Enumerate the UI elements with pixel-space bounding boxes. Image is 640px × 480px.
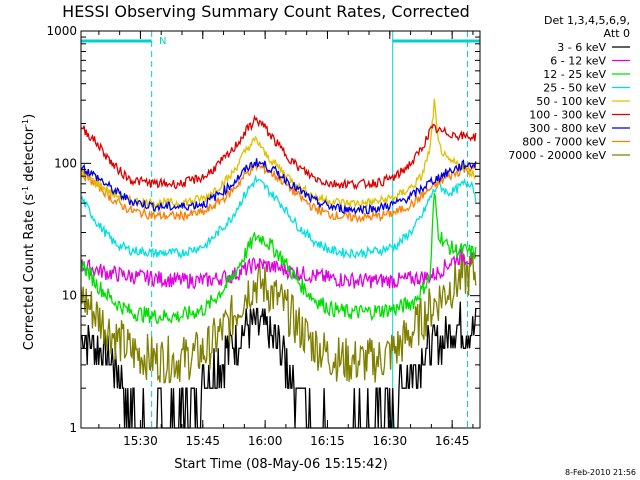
x-tick-label-15:30: 15:30 bbox=[123, 434, 158, 448]
chart-title: HESSI Observing Summary Count Rates, Cor… bbox=[62, 2, 470, 21]
legend-header-line1: Det 1,3,4,5,6,9, bbox=[544, 14, 630, 27]
night-label: N bbox=[159, 36, 166, 47]
y-axis-label-mid: detector bbox=[22, 126, 37, 186]
y-tick-label-1000: 1000 bbox=[46, 24, 77, 38]
x-tick-label-16:15: 16:15 bbox=[310, 434, 345, 448]
x-tick-label-16:45: 16:45 bbox=[435, 434, 470, 448]
series-line-6-12-kev bbox=[80, 246, 477, 290]
series-line-25-50-kev bbox=[80, 174, 477, 260]
annotations bbox=[81, 31, 480, 428]
series-line-12-25-kev bbox=[80, 192, 477, 324]
x-tick-labels: 15:30 15:45 16:00 16:15 16:30 16:45 bbox=[123, 434, 469, 448]
legend-header-line2: Att 0 bbox=[604, 27, 630, 40]
axis-ticks bbox=[81, 30, 480, 429]
series-line-7000-20000-kev bbox=[80, 253, 477, 384]
plot-area: N bbox=[80, 30, 481, 429]
legend-label-12-25-kev: 12 - 25 keV bbox=[543, 68, 606, 81]
y-tick-label-10: 10 bbox=[62, 289, 77, 303]
y-axis-label-sup1: -1 bbox=[21, 186, 30, 194]
legend-label-100-300-kev: 100 - 300 keV bbox=[529, 109, 606, 122]
plot-frame bbox=[80, 30, 481, 429]
x-axis-label: Start Time (08-May-06 15:15:42) bbox=[174, 457, 388, 472]
y-tick-labels: 1 10 100 1000 bbox=[46, 24, 77, 435]
y-tick-label-100: 100 bbox=[54, 156, 77, 170]
x-tick-label-15:45: 15:45 bbox=[185, 434, 220, 448]
legend-label-7000-20000-kev: 7000 - 20000 keV bbox=[508, 149, 606, 162]
series-line-100-300-kev bbox=[80, 114, 477, 191]
legend-label-6-12-kev: 6 - 12 keV bbox=[550, 55, 606, 68]
legend-label-50-100-kev: 50 - 100 keV bbox=[536, 95, 606, 108]
x-tick-label-16:30: 16:30 bbox=[373, 434, 408, 448]
legend-label-3-6-kev: 3 - 6 keV bbox=[557, 41, 606, 54]
y-axis-label: Corrected Count Rate (s-1 detector-1) bbox=[21, 114, 37, 350]
series-layer bbox=[80, 98, 477, 429]
legend-label-25-50-kev: 25 - 50 keV bbox=[543, 82, 606, 95]
y-axis-label-main: Corrected Count Rate (s bbox=[22, 194, 37, 351]
y-axis-label-sup2: -1 bbox=[21, 119, 30, 127]
x-tick-label-16:00: 16:00 bbox=[248, 434, 283, 448]
series-line-800-7000-kev bbox=[80, 162, 477, 224]
y-axis-label-end: ) bbox=[22, 114, 37, 119]
y-tick-label-1: 1 bbox=[69, 421, 77, 435]
timestamp: 8-Feb-2010 21:56 bbox=[565, 468, 636, 477]
legend-label-300-800-kev: 300 - 800 keV bbox=[529, 122, 606, 135]
legend-label-800-7000-kev: 800 - 7000 keV bbox=[522, 136, 606, 149]
series-line-300-800-kev bbox=[80, 158, 477, 215]
series-line-50-100-kev bbox=[80, 98, 477, 211]
